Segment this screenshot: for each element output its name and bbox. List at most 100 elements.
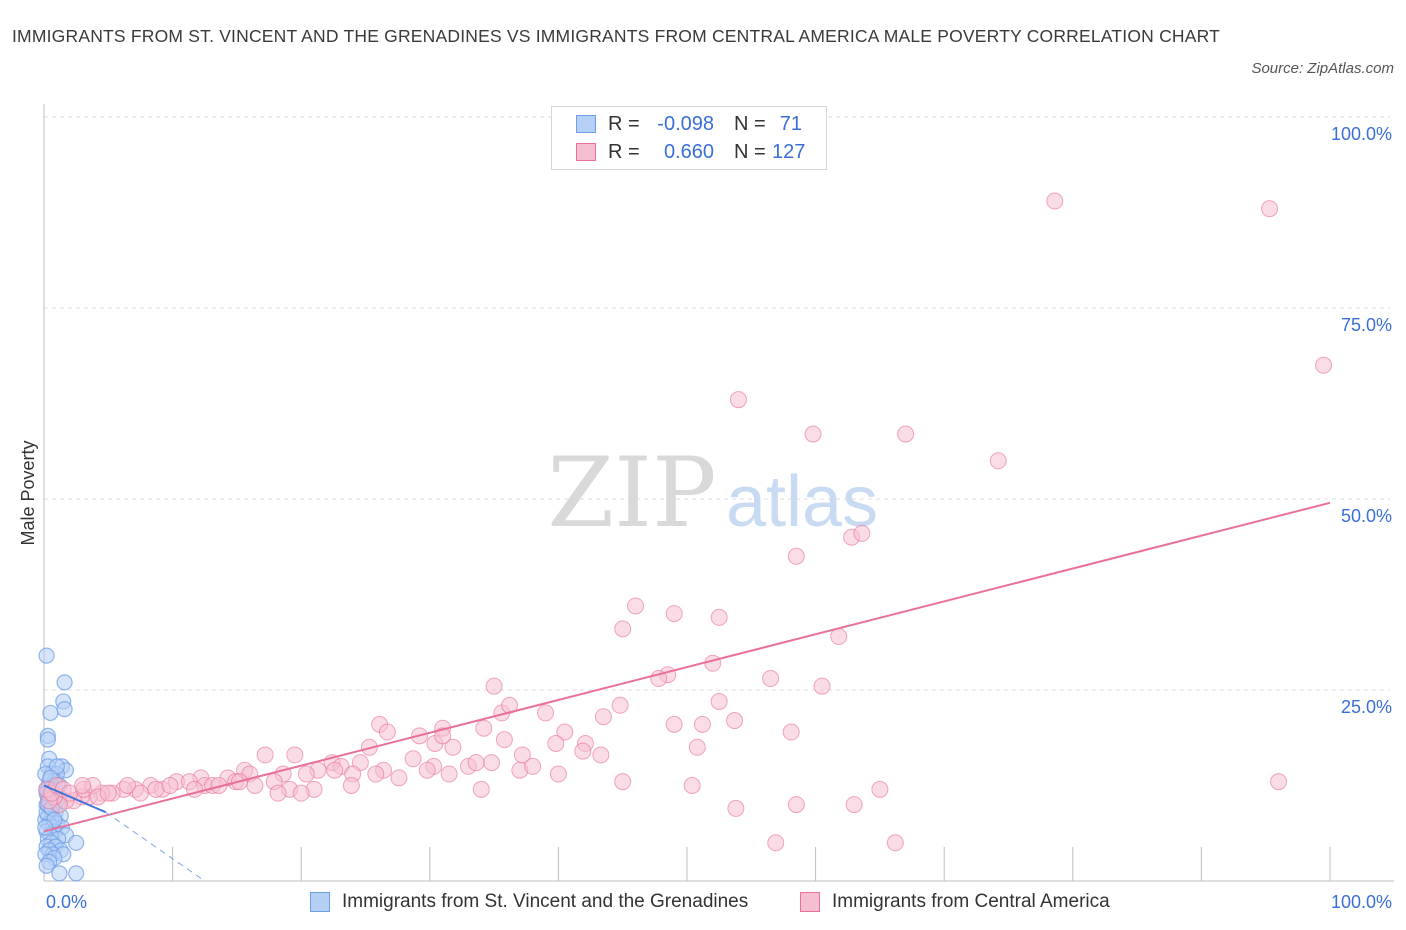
data-point-central-america [404, 750, 422, 768]
stats-legend-row-pink: R = 0.660 N = 127 [576, 139, 806, 165]
legend-item-st-vincent[interactable]: Immigrants from St. Vincent and the Gren… [310, 888, 748, 916]
data-point-st-vincent [37, 819, 54, 836]
data-point-central-america [483, 754, 501, 772]
data-point-central-america [688, 738, 706, 756]
data-point-central-america [813, 677, 831, 695]
data-point-central-america [475, 719, 493, 737]
data-point-central-america [74, 777, 92, 794]
data-point-central-america [762, 670, 780, 688]
data-point-central-america [367, 765, 385, 783]
data-point-central-america [99, 784, 117, 802]
series-central-america [38, 192, 1333, 852]
data-point-central-america [727, 799, 745, 817]
data-point-st-vincent [38, 647, 55, 664]
data-point-central-america [614, 620, 632, 638]
data-point-central-america [297, 765, 315, 783]
n-value: 127 [772, 140, 806, 163]
data-point-central-america [161, 777, 179, 794]
data-point-central-america [131, 784, 149, 802]
data-point-central-america [787, 547, 805, 565]
data-point-central-america [782, 723, 800, 741]
data-point-central-america [1270, 773, 1288, 791]
data-point-central-america [549, 765, 567, 783]
data-point-st-vincent [51, 865, 68, 882]
data-point-central-america [269, 784, 287, 802]
data-point-st-vincent [38, 857, 55, 874]
data-point-central-america [767, 834, 785, 852]
data-point-central-america [614, 773, 632, 791]
data-point-central-america [537, 704, 555, 722]
data-point-central-america [729, 391, 747, 409]
y-tick-label: 25.0% [1341, 697, 1392, 717]
data-point-central-america [418, 761, 436, 779]
data-point-central-america [467, 754, 485, 772]
data-point-st-vincent [56, 674, 73, 691]
pink-swatch [576, 143, 596, 161]
data-point-central-america [592, 746, 610, 764]
data-point-central-america [524, 757, 542, 775]
data-point-st-vincent [56, 700, 73, 718]
data-point-central-america [726, 712, 744, 730]
data-point-central-america [1315, 356, 1333, 374]
data-point-central-america [693, 715, 711, 733]
data-point-central-america [378, 723, 396, 741]
y-tick-label: 50.0% [1341, 506, 1392, 526]
axes [43, 104, 1394, 882]
data-point-central-america [804, 425, 822, 443]
grid-lines [44, 116, 1390, 691]
r-value: 0.660 [663, 140, 714, 163]
data-point-central-america [119, 777, 137, 794]
data-point-central-america [989, 452, 1007, 470]
data-point-st-vincent [39, 731, 56, 748]
legend-item-central-america[interactable]: Immigrants from Central America [800, 888, 1110, 916]
data-point-central-america [440, 765, 458, 783]
data-point-central-america [853, 524, 871, 542]
data-point-central-america [710, 608, 728, 626]
data-point-central-america [256, 746, 274, 764]
data-point-central-america [390, 769, 408, 787]
data-point-central-america [472, 780, 490, 798]
n-value: 71 [779, 112, 802, 135]
x-tick-label-max: 100.0% [1331, 892, 1392, 912]
data-point-central-america [665, 605, 683, 623]
data-point-central-america [286, 746, 304, 764]
data-point-central-america [845, 796, 863, 814]
r-label: R = [608, 140, 640, 163]
data-point-central-america [871, 780, 889, 798]
data-point-central-america [710, 692, 728, 710]
y-tick-label: 100.0% [1331, 124, 1392, 144]
series-st-vincent [37, 647, 85, 882]
stats-legend: R = -0.098 N = 71 R = 0.660 N = 127 [551, 106, 827, 170]
legend-swatch-pink [800, 892, 820, 912]
legend-swatch-blue [310, 892, 330, 912]
data-point-central-america [556, 723, 574, 741]
data-point-st-vincent [42, 704, 59, 722]
watermark: ZIP atlas [547, 437, 878, 549]
data-point-central-america [1261, 200, 1279, 218]
chart-title: IMMIGRANTS FROM ST. VINCENT AND THE GREN… [12, 26, 1221, 46]
r-value: -0.098 [657, 112, 714, 135]
data-point-central-america [434, 727, 452, 745]
trend-line-st-vincent [43, 784, 107, 814]
data-point-central-america [611, 696, 629, 714]
data-point-central-america [147, 780, 165, 798]
data-point-central-america [897, 425, 915, 443]
data-point-central-america [495, 731, 513, 749]
data-point-central-america [665, 715, 683, 733]
data-point-central-america [627, 597, 645, 615]
data-point-central-america [830, 628, 848, 646]
trend-line-st-vincent-extension [105, 811, 206, 882]
legend-label: Immigrants from St. Vincent and the Gren… [342, 891, 749, 912]
n-label: N = [734, 140, 766, 163]
data-point-central-america [326, 761, 344, 779]
data-point-central-america [342, 777, 360, 794]
blue-swatch [576, 115, 596, 133]
data-point-central-america [547, 734, 565, 752]
data-point-st-vincent [68, 865, 85, 882]
data-point-central-america [292, 784, 310, 802]
watermark-zip: ZIP [547, 437, 716, 549]
data-point-central-america [704, 654, 722, 672]
data-point-central-america [594, 708, 612, 726]
trend-lines [43, 501, 1331, 882]
